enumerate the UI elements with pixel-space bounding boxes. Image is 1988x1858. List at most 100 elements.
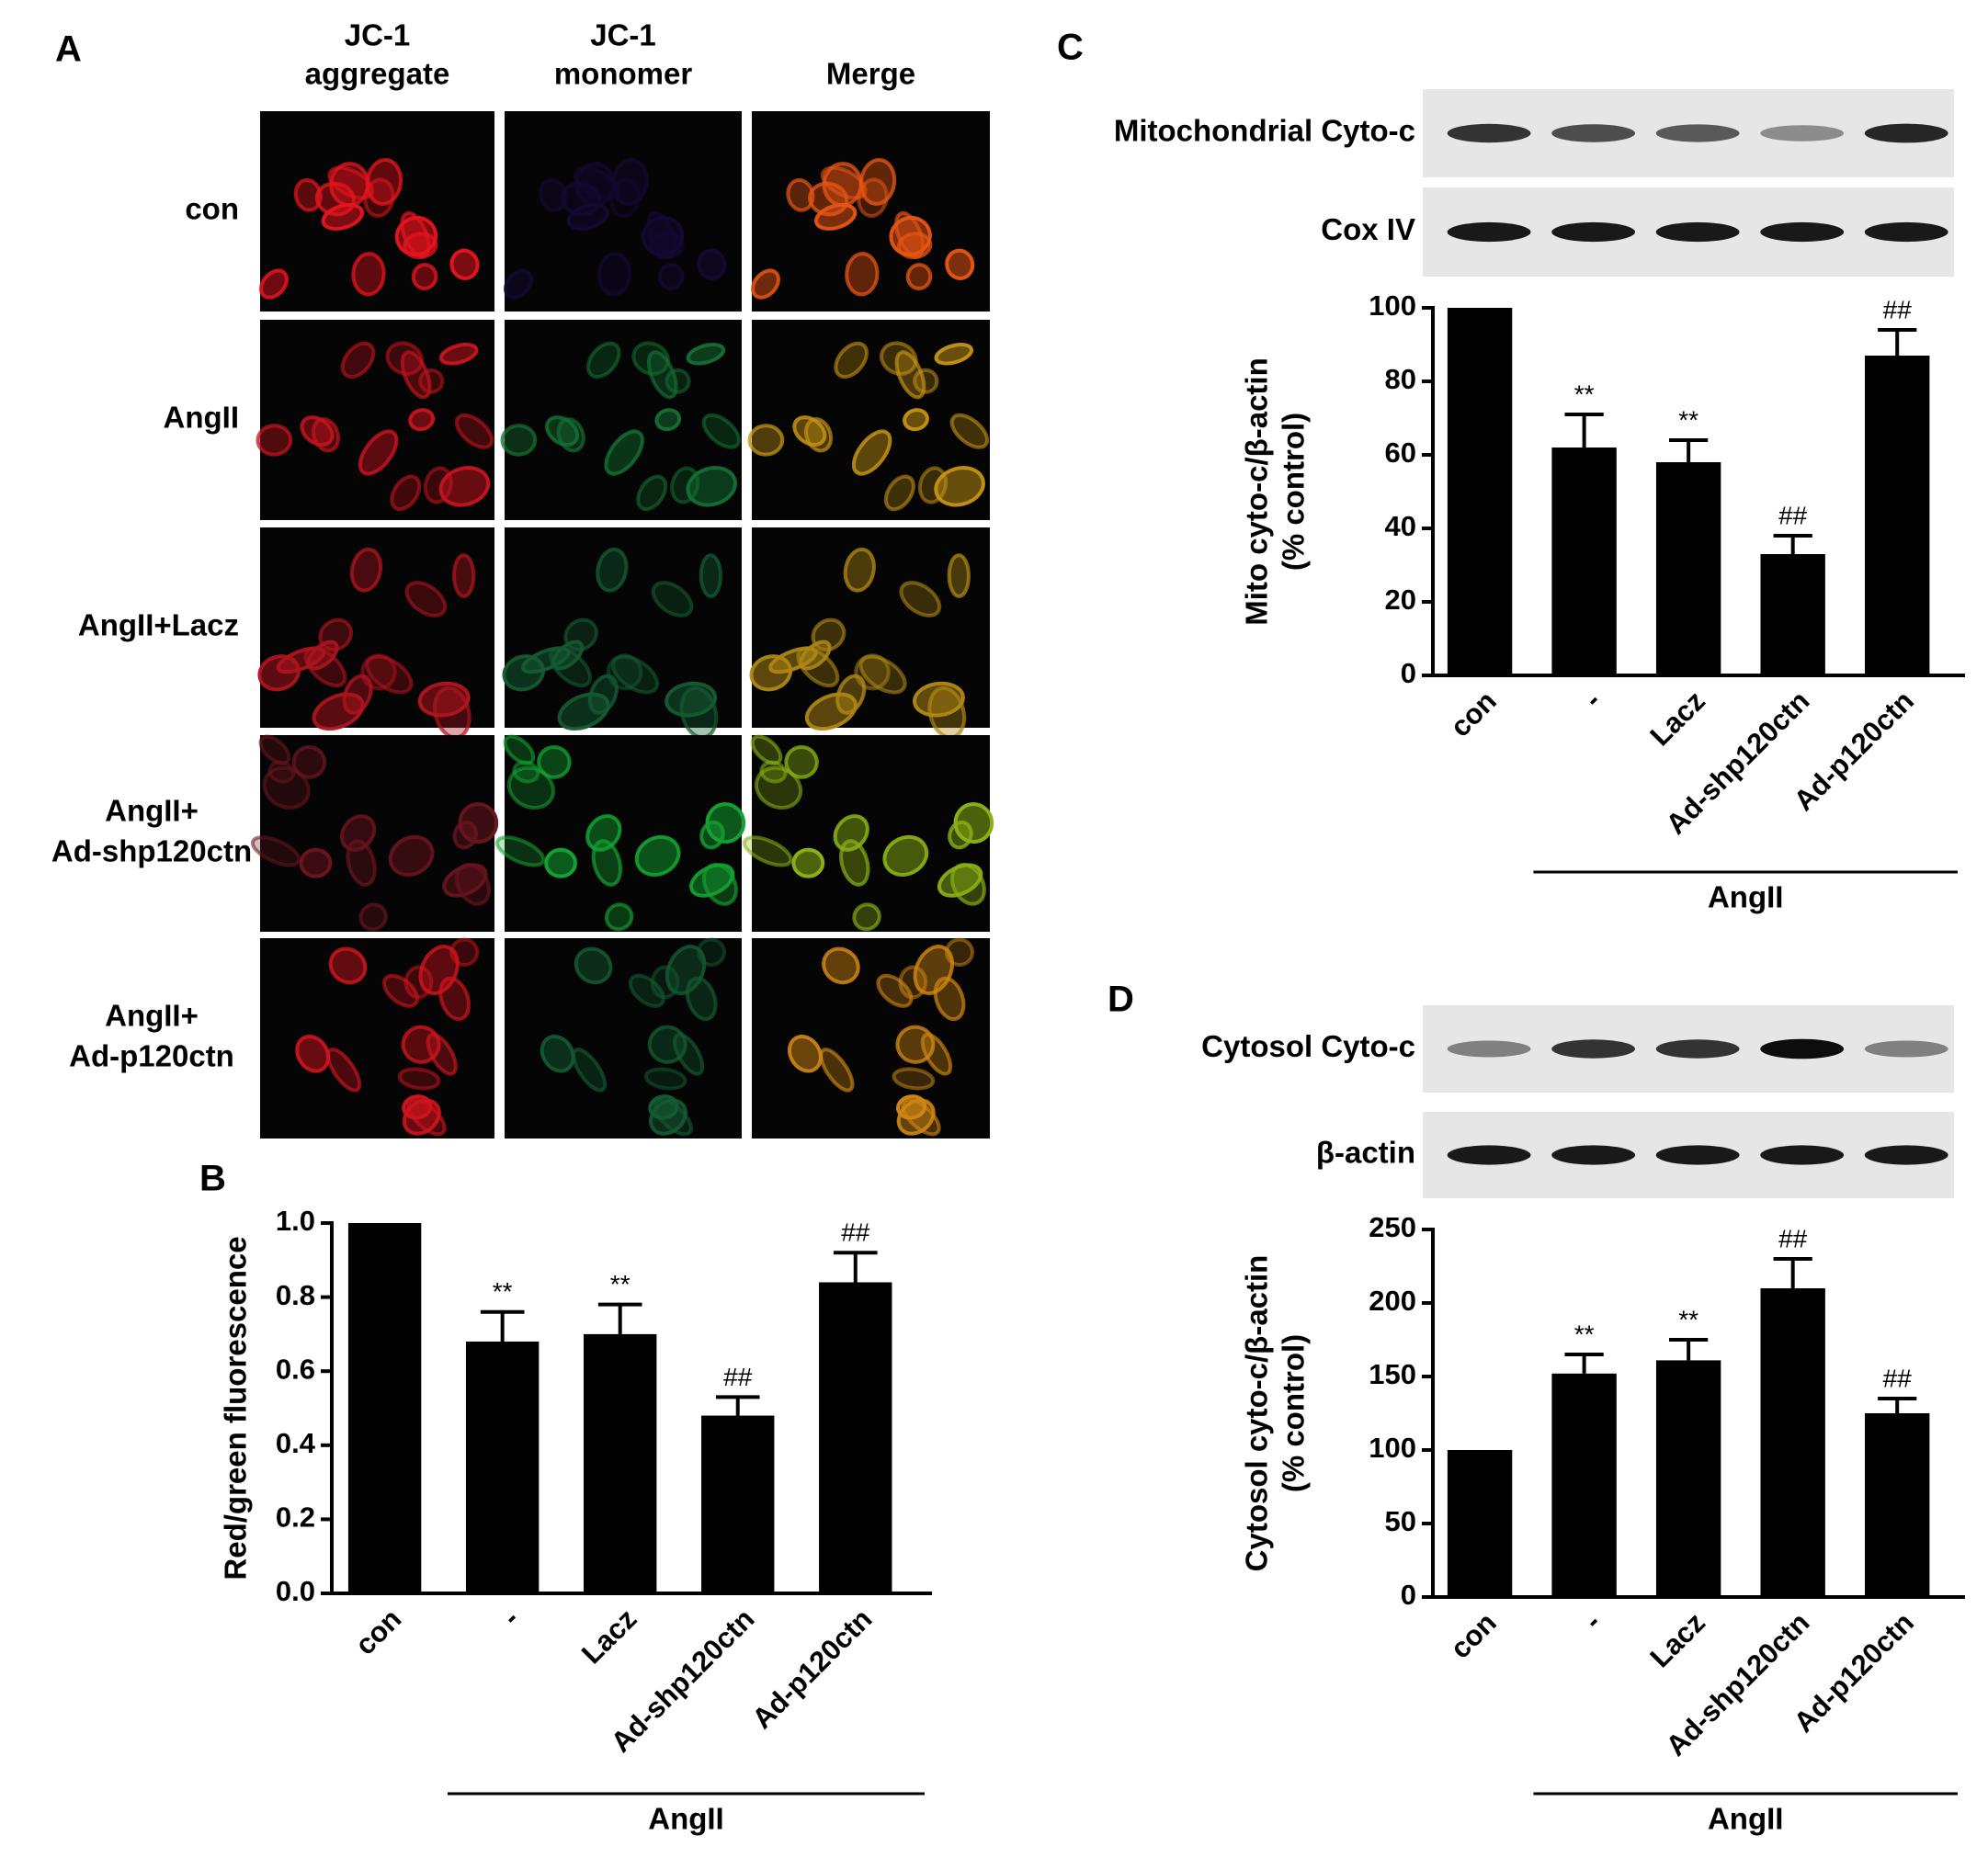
cells bbox=[504, 157, 727, 300]
cell bbox=[799, 640, 832, 671]
error-bar bbox=[1773, 1257, 1812, 1288]
y-tick-label: 0 bbox=[1401, 657, 1416, 689]
cell bbox=[833, 814, 869, 852]
blot-band bbox=[1551, 221, 1636, 243]
y-tick-label: 250 bbox=[1369, 1211, 1416, 1243]
cell bbox=[397, 1067, 441, 1091]
cell bbox=[903, 408, 929, 432]
row-label: AngII bbox=[164, 401, 239, 435]
micrograph bbox=[752, 938, 990, 1139]
y-tick-label: 200 bbox=[1369, 1285, 1416, 1317]
cell bbox=[351, 252, 386, 297]
row-label: AngII+ bbox=[105, 794, 199, 828]
cell bbox=[571, 1048, 608, 1093]
cell bbox=[591, 839, 623, 887]
micrograph bbox=[260, 938, 494, 1139]
cell bbox=[945, 248, 975, 280]
cell bbox=[340, 341, 376, 380]
cell bbox=[585, 341, 621, 380]
bar bbox=[1447, 1450, 1513, 1597]
significance-label: ## bbox=[1778, 1224, 1808, 1252]
significance-label: ** bbox=[1574, 380, 1595, 408]
blot-band bbox=[1760, 125, 1845, 142]
error-bar bbox=[1564, 413, 1604, 448]
cell bbox=[574, 162, 616, 208]
cell bbox=[749, 654, 793, 692]
cell bbox=[500, 424, 538, 457]
cell bbox=[388, 834, 435, 878]
cells bbox=[295, 937, 480, 1137]
bar bbox=[1655, 462, 1721, 675]
cell bbox=[455, 863, 492, 906]
blot-label: Cytosol Cyto-c bbox=[1201, 1029, 1415, 1063]
cells bbox=[749, 547, 971, 740]
micrograph bbox=[505, 938, 742, 1139]
cell bbox=[250, 835, 301, 867]
row-label: Ad-shp120ctn bbox=[51, 834, 252, 868]
cell bbox=[750, 734, 783, 765]
cell bbox=[934, 466, 985, 507]
group-label: AngII bbox=[1708, 1802, 1783, 1836]
cell bbox=[257, 654, 301, 692]
cells bbox=[502, 547, 723, 740]
error-bar bbox=[597, 1302, 642, 1334]
significance-label: ## bbox=[841, 1218, 870, 1247]
cell bbox=[696, 937, 727, 968]
blot-band bbox=[1551, 124, 1636, 142]
cell bbox=[949, 863, 986, 906]
blot-band bbox=[1864, 1145, 1948, 1165]
cell bbox=[545, 415, 580, 448]
cell bbox=[896, 1098, 936, 1136]
cell bbox=[539, 177, 568, 212]
cell bbox=[628, 973, 665, 1008]
cell bbox=[889, 215, 932, 257]
blot-band bbox=[1447, 123, 1531, 143]
cell bbox=[551, 640, 585, 671]
cell bbox=[685, 976, 718, 1022]
error-bar bbox=[1669, 438, 1709, 462]
cell bbox=[804, 692, 858, 731]
error-bar bbox=[1773, 534, 1812, 554]
bar bbox=[819, 1282, 892, 1593]
blot-band bbox=[1760, 1145, 1845, 1165]
cell bbox=[894, 350, 926, 400]
error-bar bbox=[1669, 1338, 1709, 1361]
cell bbox=[596, 547, 629, 593]
y-tick-label: 40 bbox=[1385, 510, 1416, 542]
cell bbox=[537, 744, 572, 779]
cell bbox=[300, 415, 335, 448]
panel-label: B bbox=[199, 1159, 226, 1199]
group-label: AngII bbox=[1708, 880, 1783, 914]
y-axis-label: Red/green fluorescence bbox=[219, 1236, 253, 1580]
cell bbox=[947, 553, 971, 598]
y-tick-label: 0.0 bbox=[276, 1575, 315, 1607]
cell bbox=[606, 653, 643, 691]
cell bbox=[672, 1032, 705, 1076]
cell bbox=[451, 553, 476, 598]
blot-band bbox=[1760, 1038, 1845, 1059]
significance-label: ** bbox=[1678, 405, 1698, 434]
error-bar bbox=[1878, 1397, 1917, 1413]
cell bbox=[454, 413, 494, 449]
cell bbox=[634, 834, 681, 878]
cell bbox=[312, 692, 365, 731]
cell bbox=[854, 653, 891, 691]
error-bar bbox=[833, 1251, 878, 1283]
cell bbox=[751, 268, 780, 300]
cells bbox=[747, 341, 990, 512]
cell bbox=[822, 946, 860, 985]
cell bbox=[258, 734, 291, 765]
cell bbox=[358, 429, 399, 476]
cell bbox=[747, 424, 785, 457]
cell bbox=[494, 835, 546, 867]
cell bbox=[596, 252, 632, 297]
row-label: AngII+ bbox=[105, 999, 199, 1033]
cell bbox=[699, 553, 723, 598]
cell bbox=[256, 424, 293, 457]
blot-band bbox=[1864, 221, 1948, 243]
cell bbox=[701, 863, 738, 906]
cells bbox=[257, 547, 476, 740]
cells bbox=[540, 937, 727, 1137]
cell bbox=[953, 802, 994, 844]
column-header: monomer bbox=[554, 57, 693, 91]
